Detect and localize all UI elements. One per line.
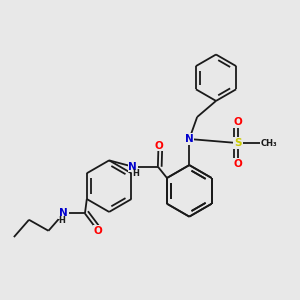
Text: S: S	[234, 138, 242, 148]
Text: N: N	[185, 134, 194, 144]
Text: N: N	[59, 208, 68, 218]
Text: O: O	[234, 159, 242, 169]
Text: H: H	[132, 169, 139, 178]
Text: O: O	[234, 117, 242, 127]
Text: O: O	[154, 141, 163, 151]
Text: H: H	[58, 216, 65, 225]
Text: N: N	[128, 162, 137, 172]
Text: CH₃: CH₃	[260, 139, 277, 148]
Text: O: O	[94, 226, 103, 236]
